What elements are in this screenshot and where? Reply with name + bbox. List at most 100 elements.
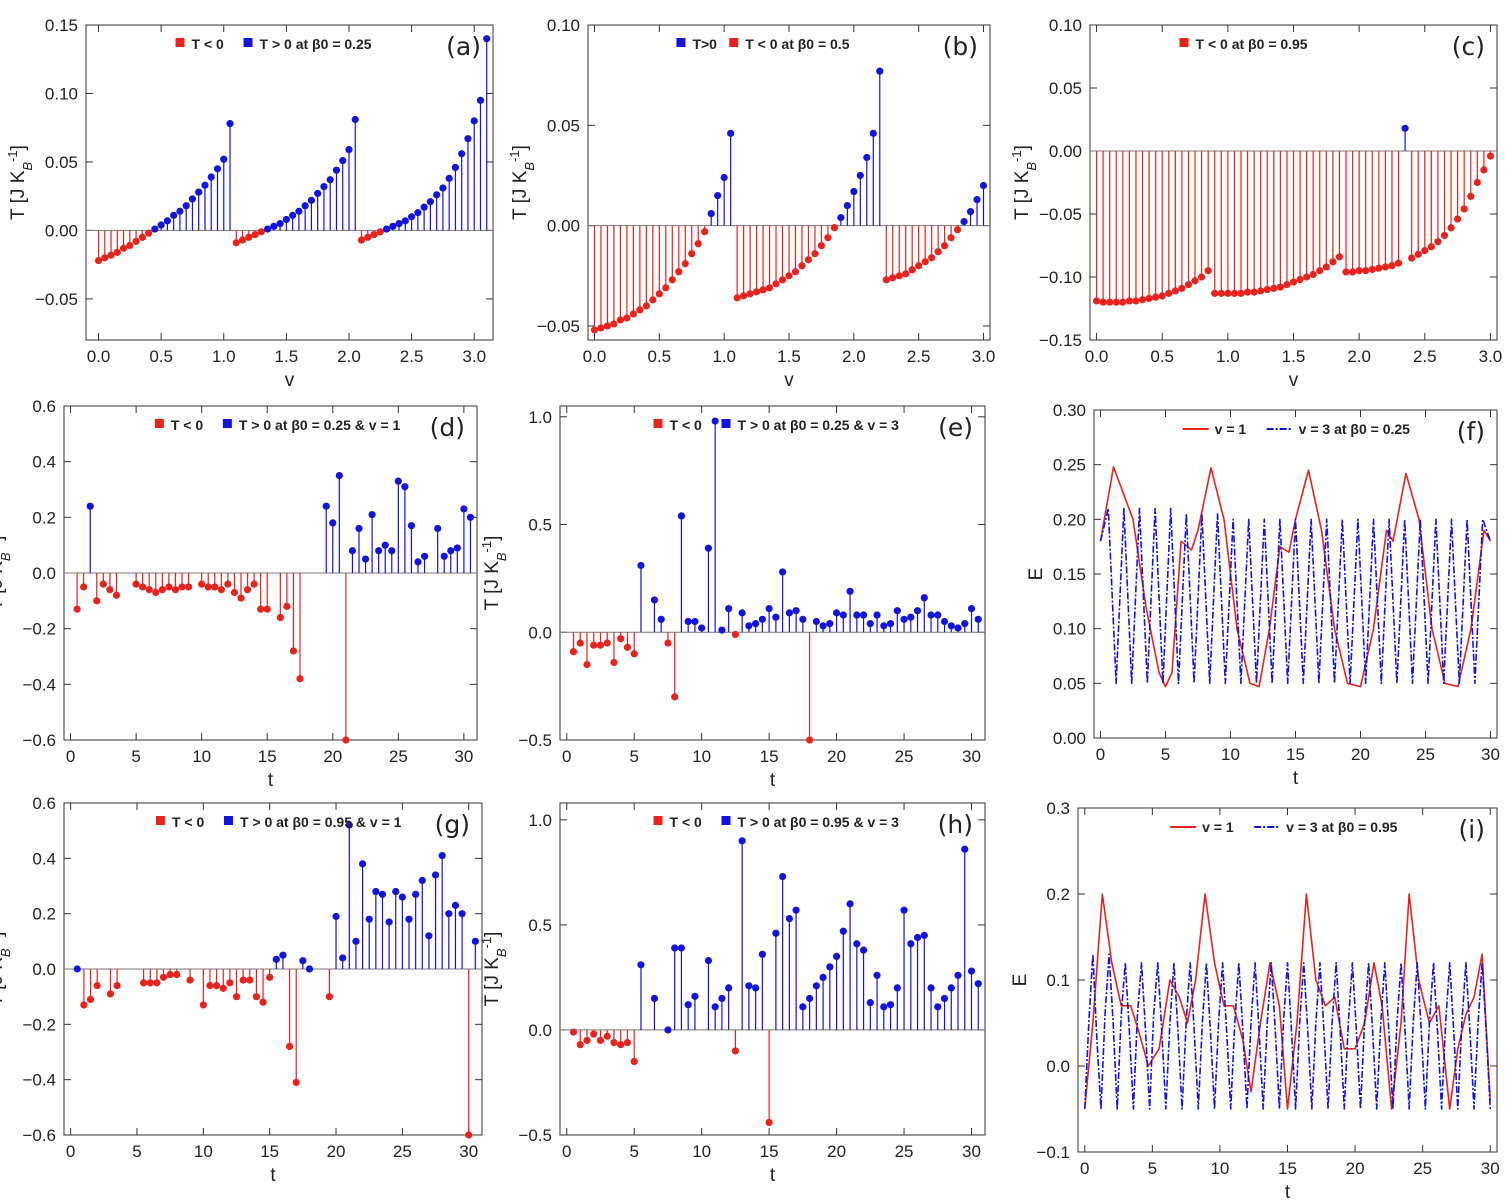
panel-f: 0 5 10 15 20 25 30 0.00 0.05 0.10 0.15 0.20 0.25 0.30… (1026, 401, 1500, 789)
stem-marker (1355, 267, 1363, 275)
y-tick-label: −0.6 (22, 731, 56, 750)
stem-marker (112, 591, 121, 599)
legend-swatch (721, 419, 731, 428)
stem-marker (1250, 288, 1258, 296)
y-tick-label: 0.6 (32, 397, 56, 416)
stem-marker (1303, 273, 1311, 281)
y-tick-label: 0.25 (1053, 456, 1086, 475)
stem-marker (850, 187, 858, 196)
stem-marker (445, 910, 453, 918)
x-tick-label: 0.5 (648, 347, 672, 366)
panel-label: (g) (435, 810, 470, 839)
legend-swatch (676, 38, 686, 47)
stem-marker (677, 944, 686, 952)
stem-marker (832, 609, 841, 617)
x-tick-label: 2.5 (907, 347, 931, 366)
stem-marker (145, 586, 153, 594)
stem-marker (616, 316, 625, 324)
stem-marker (650, 596, 659, 604)
stem-marker (259, 998, 267, 1006)
stem-marker (392, 887, 400, 896)
stem-marker (882, 276, 890, 284)
stem-marker (332, 912, 340, 921)
stem-marker (974, 980, 982, 988)
stem-marker (779, 568, 787, 576)
stem-marker (866, 620, 874, 628)
y-tick-label: 0.05 (45, 153, 78, 172)
stem-marker (1270, 284, 1278, 292)
series-line-v-1 (1099, 466, 1492, 688)
y-tick-label: −0.4 (22, 1071, 56, 1090)
stem-marker (307, 196, 316, 204)
stem-marker (365, 915, 373, 923)
stem-marker (711, 1003, 719, 1011)
x-tick-label: 1.0 (212, 347, 236, 366)
stem-marker (176, 207, 184, 215)
stem-marker (138, 233, 146, 241)
legend-label: T < 0 at β0 = 0.95 (1196, 36, 1308, 52)
stem-marker (239, 976, 247, 984)
stem-marker (166, 970, 174, 979)
stem-marker (219, 984, 227, 992)
stem-marker (152, 588, 160, 597)
stem-marker (153, 979, 161, 987)
stem-marker (257, 228, 265, 236)
stem-marker (157, 221, 165, 229)
stem-marker (869, 129, 877, 137)
stem-marker (224, 580, 232, 588)
stem-marker (839, 611, 847, 619)
stem-marker (799, 1003, 807, 1011)
legend-swatch (653, 419, 663, 428)
stem-marker (165, 583, 173, 591)
stem-marker (711, 417, 719, 425)
y-tick-label: 0.0 (528, 623, 552, 642)
x-tick-label: 2.0 (337, 347, 361, 366)
stem-marker (101, 254, 109, 262)
stem-marker (146, 979, 154, 987)
stem-marker (266, 973, 274, 981)
legend-swatch (721, 816, 731, 825)
stem-marker (1394, 259, 1403, 267)
stem-marker (420, 203, 428, 211)
stem-marker (414, 558, 422, 566)
y-tick-label: 0.00 (1049, 142, 1082, 161)
stem-marker (718, 626, 726, 634)
stem-marker (846, 587, 854, 595)
stem-marker (778, 276, 787, 284)
stem-marker (199, 1001, 207, 1009)
stem-marker (928, 254, 936, 262)
x-tick-label: 5 (629, 747, 638, 766)
stem-marker (385, 918, 393, 926)
stem-marker (817, 242, 826, 250)
x-tick-label: 1.0 (712, 347, 736, 366)
y-tick-label: 0.05 (547, 116, 580, 135)
stem-marker (752, 620, 760, 628)
stem-marker (465, 1131, 473, 1139)
stem-marker (204, 583, 212, 591)
stem-marker (714, 191, 722, 200)
stem-marker (873, 971, 881, 979)
stem-marker (961, 620, 969, 628)
y-tick-label: 0.2 (32, 905, 56, 924)
stem-marker (201, 181, 209, 189)
stem-marker (395, 219, 403, 228)
stem-marker (940, 617, 949, 626)
stem-marker (73, 965, 81, 973)
x-tick-label: 2.5 (400, 347, 424, 366)
stem-marker (596, 641, 605, 649)
x-axis-label: t (770, 770, 776, 791)
stem-marker (569, 648, 578, 656)
stem-marker (1119, 298, 1127, 306)
stem-marker (893, 984, 901, 992)
panel-c: 0.0 0.5 1.0 1.5 2.0 2.5 3.0 −0.15 −0.10 −0.05 0.00… (1009, 16, 1503, 391)
stem-marker (657, 615, 665, 623)
stem-marker (610, 1038, 618, 1047)
stem-marker (119, 244, 128, 252)
stem-marker (1289, 278, 1298, 286)
x-tick-label: 0 (562, 747, 571, 766)
x-tick-label: 5 (1161, 745, 1170, 764)
stem-marker (320, 183, 328, 191)
x-tick-label: 15 (1278, 1159, 1297, 1178)
stem-marker (217, 586, 225, 594)
stem-marker (765, 1118, 773, 1126)
